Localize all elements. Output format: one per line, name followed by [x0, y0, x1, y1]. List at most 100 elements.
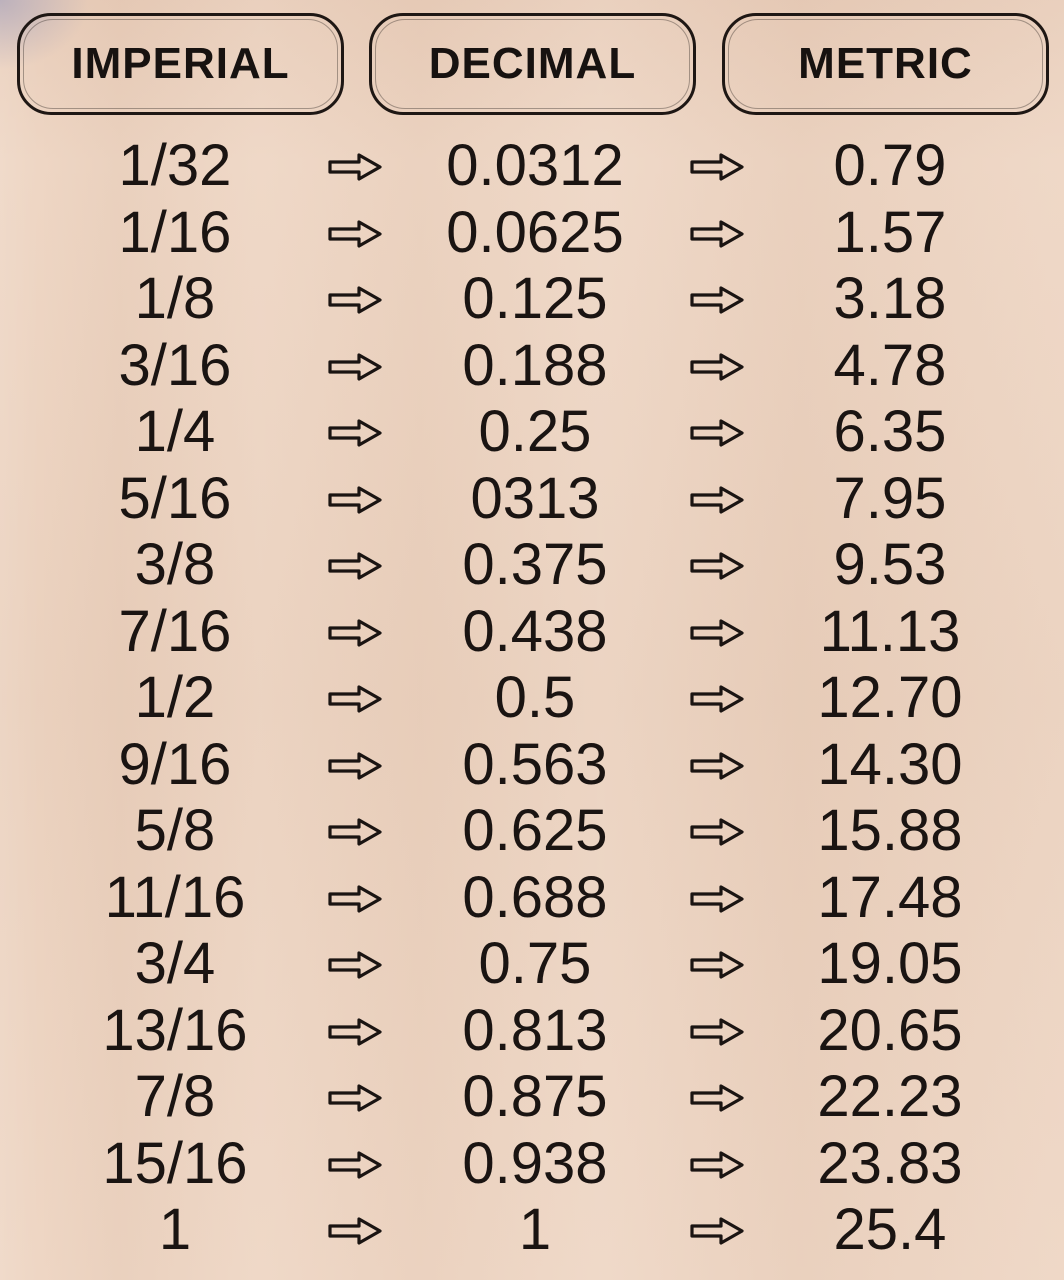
metric-header-label: METRIC — [798, 39, 973, 88]
decimal-value: 0.188 — [462, 332, 608, 398]
right-arrow-icon — [327, 1150, 383, 1180]
decimal-header-label: DECIMAL — [428, 39, 637, 88]
metric-value: 0.79 — [833, 133, 947, 198]
metric-value: 6.35 — [833, 399, 947, 464]
conversion-table: 1/32 0.0312 0.79 1/16 0.0625 1.57 1/8 0.125 3.18… — [0, 133, 1064, 1264]
right-arrow-icon — [327, 751, 383, 781]
decimal-value: 0.438 — [462, 598, 608, 664]
right-arrow-icon — [689, 551, 745, 581]
table-row: 5/16 0313 7.95 — [0, 466, 1064, 533]
table-row: 1 1 25.4 — [0, 1197, 1064, 1264]
table-row: 1/32 0.0312 0.79 — [0, 133, 1064, 200]
table-row: 13/16 0.813 20.65 — [0, 998, 1064, 1065]
table-row: 1/2 0.5 12.70 — [0, 665, 1064, 732]
table-row: 1/16 0.0625 1.57 — [0, 200, 1064, 267]
right-arrow-icon — [327, 152, 383, 182]
imperial-value: 1/2 — [134, 665, 216, 730]
decimal-value: 0313 — [470, 465, 600, 531]
right-arrow-icon — [689, 950, 745, 980]
right-arrow-icon — [689, 884, 745, 914]
table-row: 9/16 0.563 14.30 — [0, 732, 1064, 799]
right-arrow-icon — [327, 884, 383, 914]
right-arrow-icon — [689, 684, 745, 714]
imperial-value: 13/16 — [102, 997, 248, 1063]
metric-value: 3.18 — [833, 266, 947, 331]
metric-value: 11.13 — [819, 598, 961, 664]
right-arrow-icon — [689, 219, 745, 249]
imperial-value: 3/8 — [134, 532, 216, 597]
right-arrow-icon — [327, 1083, 383, 1113]
imperial-value: 1/16 — [118, 199, 232, 265]
table-row: 1/8 0.125 3.18 — [0, 266, 1064, 333]
decimal-header: DECIMAL — [369, 13, 696, 115]
table-row: 11/16 0.688 17.48 — [0, 865, 1064, 932]
imperial-header: IMPERIAL — [17, 13, 344, 115]
metric-value: 23.83 — [817, 1130, 963, 1196]
decimal-value: 0.75 — [478, 931, 592, 996]
imperial-value: 1/8 — [134, 266, 216, 331]
table-row: 5/8 0.625 15.88 — [0, 798, 1064, 865]
metric-value: 19.05 — [817, 931, 963, 996]
table-row: 7/8 0.875 22.23 — [0, 1064, 1064, 1131]
right-arrow-icon — [327, 1216, 383, 1246]
imperial-value: 11/16 — [104, 864, 246, 930]
metric-value: 22.23 — [817, 1064, 963, 1129]
right-arrow-icon — [327, 285, 383, 315]
imperial-value: 1 — [158, 1197, 192, 1262]
right-arrow-icon — [689, 1083, 745, 1113]
table-row: 3/4 0.75 19.05 — [0, 931, 1064, 998]
decimal-value: 0.375 — [462, 532, 608, 597]
metric-value: 20.65 — [817, 997, 963, 1063]
decimal-value: 1 — [518, 1197, 552, 1262]
right-arrow-icon — [689, 618, 745, 648]
right-arrow-icon — [689, 1150, 745, 1180]
metric-value: 1.57 — [833, 199, 947, 265]
imperial-value: 7/8 — [134, 1064, 216, 1129]
right-arrow-icon — [327, 684, 383, 714]
right-arrow-icon — [689, 1216, 745, 1246]
table-row: 1/4 0.25 6.35 — [0, 399, 1064, 466]
table-row: 15/16 0.938 23.83 — [0, 1131, 1064, 1198]
metric-value: 12.70 — [817, 665, 963, 730]
decimal-value: 0.625 — [462, 798, 608, 863]
imperial-value: 1/4 — [134, 399, 216, 464]
right-arrow-icon — [327, 418, 383, 448]
decimal-value: 0.875 — [462, 1064, 608, 1129]
metric-value: 7.95 — [833, 465, 947, 531]
right-arrow-icon — [689, 1017, 745, 1047]
metric-header: METRIC — [722, 13, 1049, 115]
imperial-value: 1/32 — [118, 133, 232, 198]
right-arrow-icon — [689, 485, 745, 515]
metric-value: 25.4 — [833, 1197, 947, 1262]
decimal-value: 0.938 — [462, 1130, 608, 1196]
table-row: 3/8 0.375 9.53 — [0, 532, 1064, 599]
imperial-value: 9/16 — [118, 731, 232, 797]
imperial-value: 15/16 — [102, 1130, 248, 1196]
decimal-value: 0.5 — [494, 665, 576, 730]
metric-value: 17.48 — [817, 864, 963, 930]
imperial-header-label: IMPERIAL — [71, 39, 290, 88]
decimal-value: 0.0625 — [446, 199, 624, 265]
table-row: 3/16 0.188 4.78 — [0, 333, 1064, 400]
decimal-value: 0.563 — [462, 731, 608, 797]
metric-value: 4.78 — [833, 332, 947, 398]
right-arrow-icon — [327, 950, 383, 980]
imperial-value: 5/16 — [118, 465, 232, 531]
decimal-value: 0.125 — [462, 266, 608, 331]
right-arrow-icon — [689, 751, 745, 781]
metric-value: 9.53 — [833, 532, 947, 597]
right-arrow-icon — [327, 352, 383, 382]
imperial-value: 3/16 — [118, 332, 232, 398]
decimal-value: 0.0312 — [446, 133, 624, 198]
decimal-value: 0.688 — [462, 864, 608, 930]
imperial-value: 5/8 — [134, 798, 216, 863]
imperial-value: 7/16 — [118, 598, 232, 664]
metric-value: 15.88 — [817, 798, 963, 863]
right-arrow-icon — [689, 352, 745, 382]
table-row: 7/16 0.438 11.13 — [0, 599, 1064, 666]
right-arrow-icon — [327, 219, 383, 249]
right-arrow-icon — [327, 551, 383, 581]
right-arrow-icon — [327, 485, 383, 515]
metric-value: 14.30 — [817, 731, 963, 797]
right-arrow-icon — [327, 817, 383, 847]
